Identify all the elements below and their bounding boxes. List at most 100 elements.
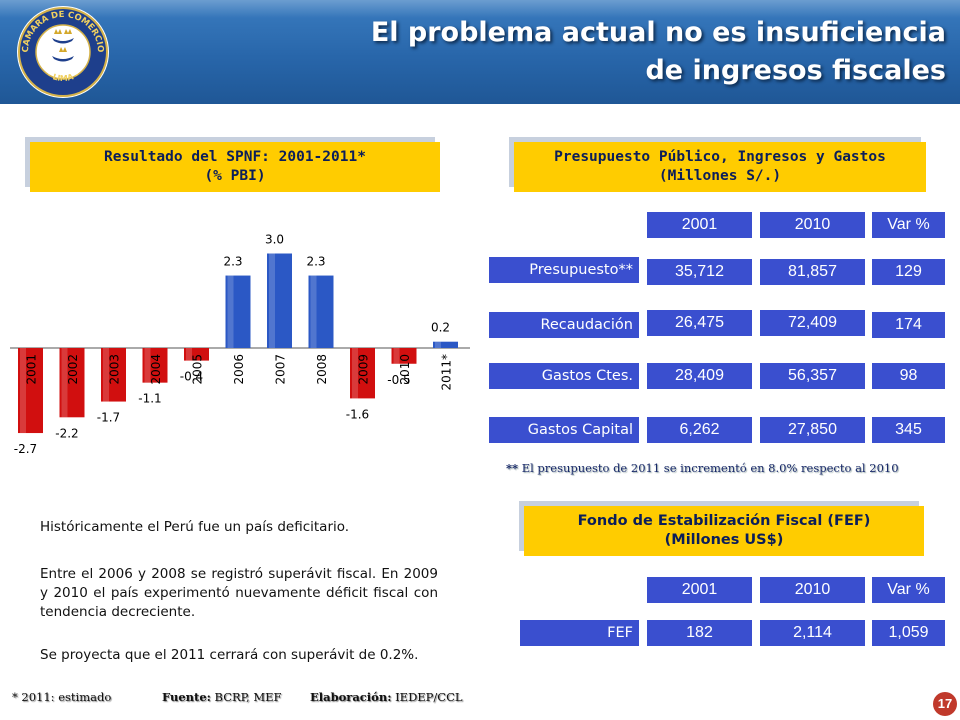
bar-highlight: [393, 348, 400, 364]
bar-highlight: [103, 348, 109, 402]
data-label: -0.4: [180, 370, 203, 384]
data-label: -2.2: [55, 426, 78, 440]
page-number: 17: [933, 692, 957, 716]
footnote-marker: **: [506, 461, 519, 475]
chart-title-line-1: Resultado del SPNF: 2001-2011*: [104, 149, 366, 165]
fef-title-line-2: (Millones US$): [664, 532, 784, 548]
cell-2010: 72,409: [760, 310, 865, 336]
row-label-recaudacion: Recaudación: [489, 312, 639, 338]
x-tick-label: 2009: [357, 354, 371, 385]
fef-title-box: Fondo de Estabilización Fiscal (FEF) (Mi…: [524, 506, 924, 556]
data-label: 0.2: [431, 321, 450, 335]
x-tick-label: 2007: [274, 354, 288, 385]
bar-2007: [267, 253, 292, 348]
cell-2010: 56,357: [760, 363, 865, 389]
budget-header-var: Var %: [872, 212, 945, 238]
bar-highlight: [144, 348, 151, 383]
budget-title-line-1: Presupuesto Público, Ingresos y Gastos: [554, 149, 886, 165]
bar-highlight: [352, 348, 358, 399]
cell-2010: 27,850: [760, 417, 865, 443]
bar-2005: [184, 348, 209, 361]
x-tick-label: 2006: [232, 354, 246, 385]
cell-var: 98: [872, 363, 945, 389]
footer-elab-label: Elaboración:: [310, 690, 392, 704]
fef-cell-2010: 2,114: [760, 620, 865, 646]
paragraph-2: Entre el 2006 y 2008 se registró superáv…: [40, 566, 438, 620]
row-label-gastos-capital: Gastos Capital: [489, 417, 639, 443]
bar-highlight: [310, 275, 317, 348]
data-label: -1.7: [97, 411, 120, 425]
bar-highlight: [269, 253, 275, 348]
budget-title-line-2: (Millones S/.): [658, 168, 782, 184]
x-tick-label: 2002: [66, 354, 80, 385]
fef-header-2001: 2001: [647, 577, 752, 603]
budget-header-2001: 2001: [647, 212, 752, 238]
page-title: El problema actual no es insuficiencia d…: [371, 14, 946, 90]
x-tick-label: 2011*: [440, 354, 454, 391]
fef-cell-2001: 182: [647, 620, 752, 646]
data-label: -0.5: [387, 373, 410, 387]
data-label: -2.7: [14, 442, 37, 456]
bar-2008: [308, 275, 334, 348]
budget-title-box: Presupuesto Público, Ingresos y Gastos (…: [514, 142, 926, 192]
bar-highlight: [20, 348, 26, 434]
fef-cell-var: 1,059: [872, 620, 945, 646]
row-label-presupuesto: Presupuesto**: [489, 257, 639, 283]
cell-var: 174: [872, 312, 945, 338]
data-label: -1.1: [138, 392, 161, 406]
header-shine: [0, 0, 960, 18]
chart-title-box: Resultado del SPNF: 2001-2011* (% PBI): [30, 142, 440, 192]
footer-source-label: Fuente:: [162, 690, 211, 704]
data-label: -1.6: [346, 407, 369, 421]
cell-2001: 6,262: [647, 417, 752, 443]
row-label-fef: FEF: [520, 620, 639, 646]
x-tick-label: 2003: [108, 354, 122, 385]
footer-estimate: * 2011: estimado: [12, 690, 112, 704]
footer-elaboration: Elaboración: IEDEP/CCL: [310, 690, 463, 704]
row-label-gastos-ctes: Gastos Ctes.: [489, 363, 639, 389]
bar-2009: [350, 348, 375, 399]
paragraph-3: Se proyecta que el 2011 cerrará con supe…: [40, 647, 419, 663]
bar-2011: [433, 341, 458, 348]
x-tick-label: 2008: [315, 354, 329, 385]
bar-highlight: [227, 275, 234, 348]
data-label: 2.3: [306, 255, 325, 269]
bar-2002: [59, 348, 85, 418]
fef-header-var: Var %: [872, 577, 945, 603]
cell-2001: 35,712: [647, 259, 752, 285]
footer-elab-value: IEDEP/CCL: [395, 690, 463, 704]
bar-2006: [225, 275, 251, 348]
budget-footnote: ** El presupuesto de 2011 se incrementó …: [506, 461, 899, 475]
bar-2010: [391, 348, 417, 364]
paragraph-1: Históricamente el Perú fue un país defic…: [40, 519, 350, 535]
data-label: 3.0: [265, 233, 284, 247]
chamber-of-commerce-logo: CAMARA DE COMERCIO - LIMA -: [17, 6, 109, 98]
bar-2003: [101, 348, 126, 402]
x-tick-label: 2001: [25, 354, 39, 385]
cell-var: 345: [872, 417, 945, 443]
cell-2001: 28,409: [647, 363, 752, 389]
cell-2001: 26,475: [647, 310, 752, 336]
budget-header-2010: 2010: [760, 212, 865, 238]
spnf-bar-chart: 2001 -2.7 2002 -2.2 2003 -1.7 2004 -1.1 2005-0.4…: [10, 233, 470, 456]
x-tick-label: 2004: [149, 354, 163, 385]
bar-highlight: [61, 348, 68, 418]
title-line-1: El problema actual no es insuficiencia: [370, 17, 946, 48]
fef-header-2010: 2010: [760, 577, 865, 603]
header-bar: CAMARA DE COMERCIO - LIMA - El problema …: [0, 0, 960, 104]
bar-highlight: [186, 348, 192, 361]
footer-source-value: BCRP, MEF: [214, 690, 282, 704]
cell-var: 129: [872, 259, 945, 285]
bar-highlight: [435, 341, 441, 348]
title-line-2: de ingresos fiscales: [645, 55, 946, 86]
x-tick-label: 2005: [191, 354, 205, 385]
data-label: 2.3: [223, 255, 242, 269]
fef-title-line-1: Fondo de Estabilización Fiscal (FEF): [577, 513, 871, 529]
svg-text:- LIMA -: - LIMA -: [46, 70, 81, 83]
bar-2001: [18, 348, 43, 434]
chart-title-line-2: (% PBI): [204, 168, 266, 184]
bar-2004: [142, 348, 168, 383]
cell-2010: 81,857: [760, 259, 865, 285]
x-tick-label: 2010: [398, 354, 412, 385]
footer-source: Fuente: BCRP, MEF: [162, 690, 282, 704]
